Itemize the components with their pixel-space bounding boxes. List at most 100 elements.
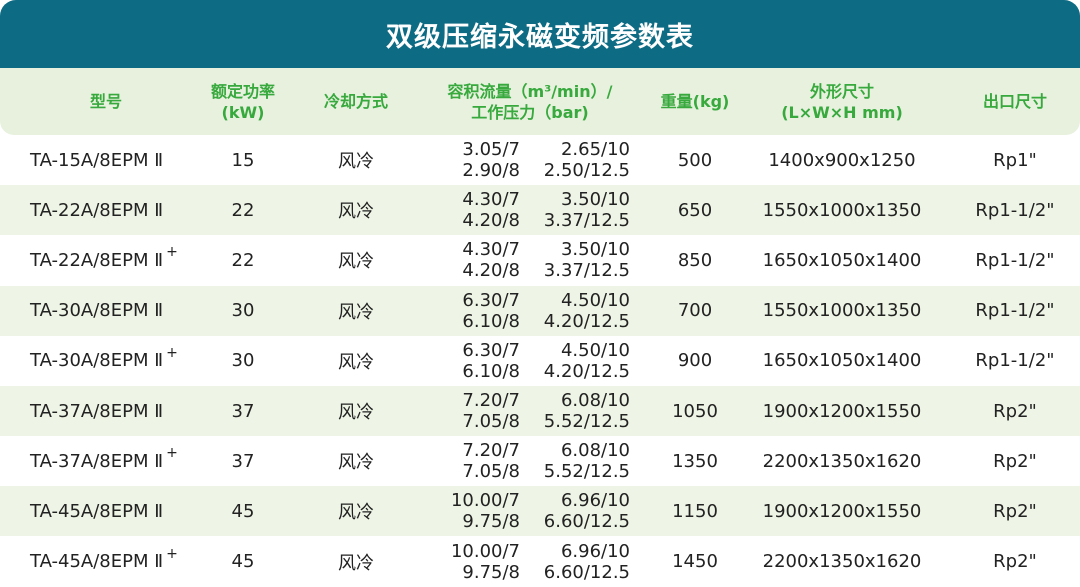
flow-value: 6.60/12.5 (543, 561, 630, 583)
cell-dims: 1900x1200x1550 (762, 400, 922, 422)
cell-weight: 850 (677, 249, 713, 271)
flow-low-pressure: 7.20/7 7.05/8 (430, 440, 520, 482)
flow-value: 3.37/12.5 (543, 210, 630, 232)
cell-cooling: 风冷 (338, 201, 374, 223)
flow-value: 3.50/10 (560, 189, 630, 211)
cell-outlet: Rp1-1/2" (975, 350, 1055, 372)
cell-weight: 700 (677, 300, 713, 322)
flow-value: 4.30/7 (462, 189, 520, 211)
cell-dims: 1900x1200x1550 (762, 500, 922, 522)
flow-value: 6.08/10 (560, 390, 630, 411)
flow-value: 2.50/12.5 (543, 160, 630, 181)
flow-low-pressure: 10.00/7 9.75/8 (430, 541, 520, 583)
cell-flow: 4.30/7 4.20/8 3.50/10 3.37/12.5 (420, 185, 640, 235)
flow-value: 2.65/10 (560, 139, 630, 160)
header-flow-line1: 容积流量（m³/min）/ (447, 81, 613, 101)
model-text: TA-45A/8EPM Ⅱ (30, 500, 164, 522)
table-row: TA-45A/8EPM Ⅱ 45 风冷 1150 1900x1200x1550 Rp2" 1… (0, 486, 1080, 537)
cell-flow: 3.05/7 2.90/8 2.65/10 2.50/12.5 (420, 135, 640, 185)
cell-outlet: Rp1-1/2" (975, 300, 1055, 322)
header-cooling: 冷却方式 (300, 68, 412, 135)
header-dims-line1: 外形尺寸 (809, 81, 874, 101)
table-row: TA-45A/8EPM Ⅱ +45 风冷 1450 2200x1350x1620 Rp2"… (0, 537, 1080, 587)
cell-dims: 1400x900x1250 (768, 149, 916, 171)
cell-model: TA-37A/8EPM Ⅱ + (0, 436, 242, 486)
header-weight: 重量(kg) (640, 68, 750, 135)
cell-model: TA-30A/8EPM Ⅱ + (0, 336, 242, 386)
flow-value: 4.20/12.5 (543, 360, 630, 382)
flow-high-pressure: 2.65/10 2.50/12.5 (520, 139, 630, 181)
cell-weight: 650 (677, 199, 713, 221)
header-cooling-text: 冷却方式 (323, 92, 388, 111)
model-plus-mark: + (166, 344, 178, 361)
flow-low-pressure: 10.00/7 9.75/8 (430, 490, 520, 532)
flow-high-pressure: 6.08/10 5.52/12.5 (520, 440, 630, 482)
cell-power: 30 (231, 350, 255, 372)
cell-outlet: Rp1-1/2" (975, 199, 1055, 221)
cell-model: TA-15A/8EPM Ⅱ (0, 135, 242, 185)
cell-dims: 2200x1350x1620 (762, 551, 922, 573)
flow-high-pressure: 6.96/10 6.60/12.5 (520, 541, 630, 583)
cell-model: TA-37A/8EPM Ⅱ (0, 386, 242, 436)
table-row: TA-22A/8EPM Ⅱ 22 风冷 650 1550x1000x1350 Rp1-1/… (0, 185, 1080, 236)
cell-power: 22 (231, 249, 255, 271)
cell-cooling: 风冷 (338, 552, 374, 574)
flow-value: 10.00/7 (450, 490, 520, 512)
cell-weight: 1050 (672, 400, 718, 422)
cell-power: 15 (231, 149, 255, 171)
cell-outlet: Rp2" (993, 450, 1037, 472)
cell-flow: 10.00/7 9.75/8 6.96/10 6.60/12.5 (420, 486, 640, 536)
flow-value: 6.60/12.5 (543, 511, 630, 533)
flow-value: 6.08/10 (560, 440, 630, 462)
cell-dims: 1650x1050x1400 (762, 350, 922, 372)
cell-model: TA-22A/8EPM Ⅱ (0, 185, 242, 235)
cell-power: 37 (231, 400, 255, 422)
flow-low-pressure: 6.30/7 6.10/8 (430, 290, 520, 332)
flow-value: 4.50/10 (560, 289, 630, 311)
flow-value: 6.96/10 (560, 540, 630, 562)
flow-value: 4.20/12.5 (543, 310, 630, 332)
model-plus-mark: + (166, 545, 178, 562)
table-row: TA-30A/8EPM Ⅱ +30 风冷 900 1650x1050x1400 Rp1-1… (0, 336, 1080, 386)
title-bar: 双级压缩永磁变频参数表 (0, 0, 1080, 68)
cell-cooling: 风冷 (338, 301, 374, 323)
flow-high-pressure: 6.08/10 5.52/12.5 (520, 390, 630, 432)
cell-weight: 1350 (672, 450, 718, 472)
flow-value: 10.00/7 (450, 540, 520, 562)
model-text: TA-15A/8EPM Ⅱ (30, 149, 164, 171)
cell-cooling: 风冷 (338, 402, 374, 423)
flow-value: 7.20/7 (462, 440, 520, 462)
flow-high-pressure: 3.50/10 3.37/12.5 (520, 189, 630, 231)
model-plus-mark: + (166, 445, 178, 462)
cell-weight: 500 (677, 149, 713, 171)
flow-value: 7.05/8 (462, 461, 520, 483)
flow-high-pressure: 4.50/10 4.20/12.5 (520, 340, 630, 382)
cell-flow: 7.20/7 7.05/8 6.08/10 5.52/12.5 (420, 386, 640, 436)
model-text: TA-30A/8EPM Ⅱ (30, 350, 164, 372)
cell-flow: 7.20/7 7.05/8 6.08/10 5.52/12.5 (420, 436, 640, 486)
cell-flow: 4.30/7 4.20/8 3.50/10 3.37/12.5 (420, 235, 640, 285)
flow-value: 9.75/8 (462, 511, 520, 533)
table-row: TA-37A/8EPM Ⅱ 37 风冷 1050 1900x1200x1550 Rp2" 7… (0, 386, 1080, 436)
table-row: TA-37A/8EPM Ⅱ +37 风冷 1350 2200x1350x1620 Rp2"… (0, 436, 1080, 486)
flow-value: 7.05/8 (462, 411, 520, 432)
flow-value: 4.30/7 (462, 239, 520, 261)
cell-model: TA-30A/8EPM Ⅱ (0, 286, 242, 336)
flow-high-pressure: 4.50/10 4.20/12.5 (520, 290, 630, 332)
table-header: 型号 额定功率 (kW) 冷却方式 容积流量（m³/min）/ 工作压力（bar… (0, 68, 1080, 135)
flow-value: 4.20/8 (462, 260, 520, 282)
flow-high-pressure: 3.50/10 3.37/12.5 (520, 239, 630, 281)
cell-weight: 1150 (672, 500, 718, 522)
header-power: 额定功率 (kW) (190, 68, 296, 135)
cell-cooling: 风冷 (338, 151, 374, 172)
header-model-text: 型号 (89, 92, 122, 111)
table-title: 双级压缩永磁变频参数表 (386, 21, 694, 53)
flow-value: 3.05/7 (462, 139, 520, 160)
flow-value: 5.52/12.5 (543, 411, 630, 432)
flow-low-pressure: 4.30/7 4.20/8 (430, 239, 520, 281)
cell-power: 30 (231, 300, 255, 322)
flow-value: 3.37/12.5 (543, 260, 630, 282)
table-row: TA-15A/8EPM Ⅱ 15 风冷 500 1400x900x1250 Rp1" 3.0… (0, 135, 1080, 185)
model-text: TA-22A/8EPM Ⅱ (30, 249, 164, 271)
